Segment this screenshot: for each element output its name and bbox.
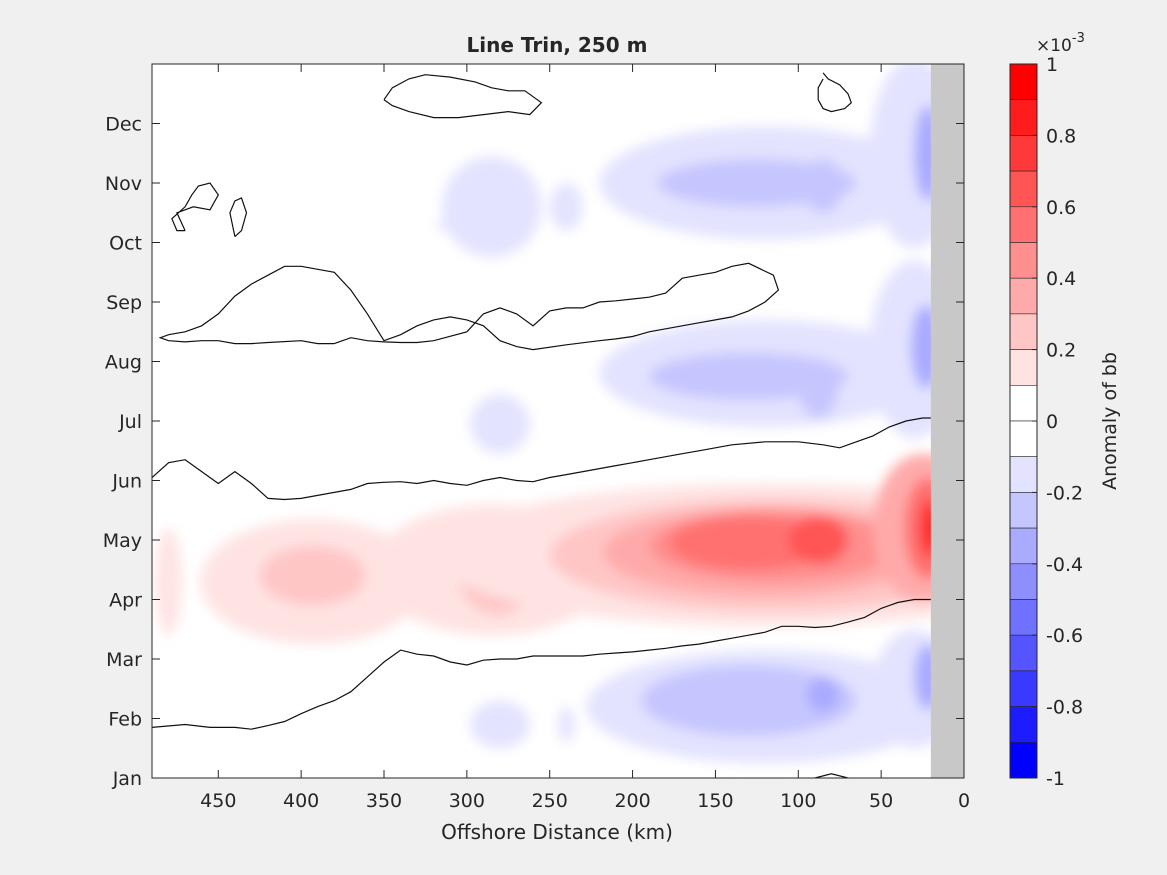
anomaly-fill-layer: [155, 64, 964, 764]
x-tick-label: 350: [366, 790, 402, 812]
y-tick-label: Oct: [109, 233, 142, 255]
colorbar-tick-label: 0.2: [1046, 340, 1076, 362]
negative-anomaly-blob: [806, 676, 840, 713]
zero-contour-line: [152, 598, 931, 730]
positive-anomaly-blob: [259, 545, 366, 606]
colorbar-level: [1009, 420, 1038, 458]
x-tick-label: 250: [532, 790, 568, 812]
x-tick-label: 0: [958, 790, 970, 812]
colorbar-tick-label: 0.8: [1046, 125, 1076, 147]
negative-anomaly-blob: [558, 706, 575, 743]
y-tick-label: May: [103, 530, 142, 552]
y-tick-label: Mar: [106, 649, 142, 671]
x-tick-label: 100: [780, 790, 816, 812]
x-tick-label: 150: [697, 790, 733, 812]
colorbar-level: [1009, 599, 1038, 636]
negative-anomaly-blob: [649, 352, 848, 401]
y-tick-label: Apr: [109, 590, 142, 612]
zero-contour-line: [152, 417, 931, 501]
negative-anomaly-blob: [640, 664, 857, 737]
colorbar-label: Anomaly of bb: [1099, 352, 1121, 490]
negative-anomaly-blob: [549, 183, 583, 231]
colorbar-tick-label: -0.8: [1046, 697, 1083, 719]
colorbar-level: [1009, 242, 1038, 279]
x-tick-label: 300: [449, 790, 485, 812]
colorbar-tick-label: -1: [1046, 768, 1065, 790]
negative-anomaly-blob: [442, 156, 542, 258]
x-tick-label: 200: [614, 790, 650, 812]
y-tick-label: Nov: [105, 173, 142, 195]
y-tick-label: Jul: [118, 411, 142, 433]
colorbar-levels: [1009, 63, 1038, 779]
zero-contour-line: [814, 773, 849, 778]
x-tick-label: 50: [869, 790, 893, 812]
x-axis-ticks: 450 400 350 300 250 200 150 100 50 0: [200, 64, 970, 812]
colorbar-level: [1009, 206, 1038, 243]
colorbar-level: [1009, 63, 1038, 101]
colorbar-tick-label: -0.4: [1046, 554, 1083, 576]
colorbar-level: [1009, 706, 1038, 743]
x-tick-label: 400: [283, 790, 319, 812]
y-tick-label: Dec: [105, 114, 142, 136]
negative-anomaly-blob: [798, 358, 839, 419]
colorbar-level: [1009, 170, 1038, 208]
chart-title: Line Trin, 250 m: [467, 33, 648, 57]
zero-contour-line: [171, 182, 220, 232]
colorbar-level: [1009, 277, 1038, 315]
y-axis-ticks: Jan Feb Mar Apr May Jun Jul Aug Sep Oct Nov Dec: [103, 114, 964, 790]
negative-anomaly-blob: [803, 159, 844, 213]
colorbar-level: [1009, 741, 1038, 779]
positive-anomaly-blob: [155, 528, 182, 636]
anomaly-blob-group: [155, 64, 964, 764]
zero-contour-line: [383, 74, 543, 119]
colorbar-exponent-power: -3: [1072, 31, 1085, 46]
zero-contour-line: [158, 262, 780, 351]
positive-anomaly-blob: [669, 516, 829, 570]
colorbar-level: [1009, 670, 1038, 707]
zero-contour-line: [817, 72, 853, 113]
colorbar-ticks: 1 0.8 0.6 0.4 0.2 0 -0.2 -0.4 -0.6 -0.8 -1: [1032, 54, 1083, 790]
colorbar-level: [1009, 384, 1038, 422]
x-tick-label: 450: [200, 790, 236, 812]
negative-anomaly-blob: [437, 218, 457, 231]
colorbar-level: [1009, 563, 1038, 600]
y-tick-label: Aug: [105, 352, 142, 374]
colorbar-level: [1009, 527, 1038, 565]
colorbar-level: [1009, 634, 1038, 672]
colorbar-tick-label: 0.6: [1046, 197, 1076, 219]
colorbar-level: [1009, 492, 1038, 529]
colorbar-exponent: ×10-3: [1036, 31, 1085, 56]
zero-contour-line: [229, 197, 248, 238]
colorbar: 1 0.8 0.6 0.4 0.2 0 -0.2 -0.4 -0.6 -0.8 -1 ×10-3 A…: [1009, 31, 1121, 790]
zero-contour-layer: [152, 72, 931, 778]
y-tick-label: Sep: [106, 292, 142, 314]
colorbar-level: [1009, 456, 1038, 493]
colorbar-tick-label: 0.4: [1046, 268, 1076, 290]
negative-anomaly-blob: [470, 700, 530, 749]
colorbar-exponent-base: ×10: [1036, 36, 1072, 56]
colorbar-tick-label: 1: [1046, 54, 1058, 76]
plot-area: 450 400 350 300 250 200 150 100 50 0 Jan Feb Mar Apr…: [103, 63, 970, 812]
colorbar-level: [1009, 349, 1038, 386]
colorbar-tick-label: -0.6: [1046, 625, 1083, 647]
colorbar-level: [1009, 313, 1038, 350]
y-tick-label: Feb: [108, 709, 142, 731]
negative-anomaly-blob: [470, 394, 530, 454]
x-axis-label: Offshore Distance (km): [441, 820, 673, 844]
colorbar-tick-label: -0.2: [1046, 482, 1083, 504]
y-tick-label: Jan: [112, 768, 142, 790]
colorbar-level: [1009, 99, 1038, 136]
colorbar-level: [1009, 135, 1038, 172]
positive-anomaly-blob: [788, 516, 849, 564]
y-tick-label: Jun: [111, 471, 142, 493]
colorbar-tick-label: 0: [1046, 411, 1058, 433]
